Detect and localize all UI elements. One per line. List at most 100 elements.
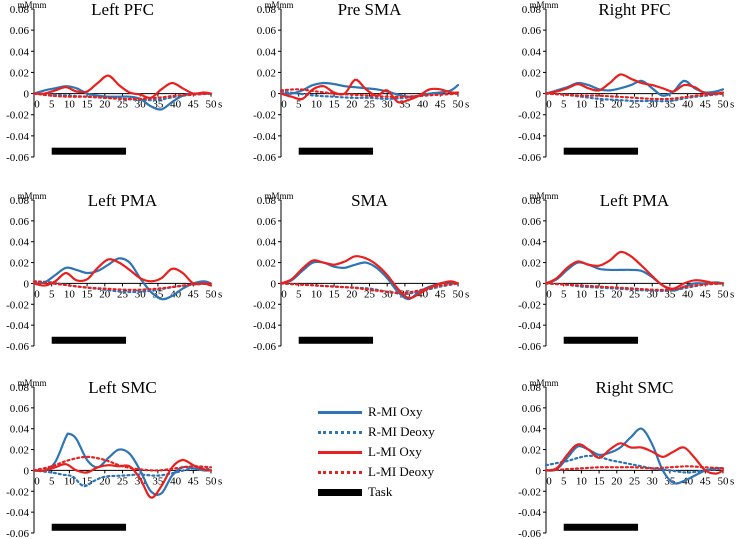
y-tick-label: 0 [271, 278, 277, 290]
x-tick-label: 10 [311, 288, 323, 300]
x-tick-label: 5 [49, 475, 55, 487]
x-tick-label: 35 [664, 99, 676, 111]
y-tick-label: -0.02 [518, 486, 541, 498]
legend-swatch [318, 410, 362, 414]
panel-left-pma: -0.06 -0.04 -0.02 0 0.02 0.04 0.06 0.08 5 10 15 20 2… [518, 191, 734, 353]
panel-title: Left PFC [91, 0, 154, 19]
x-tick-label: 45 [188, 288, 200, 300]
y-tick-label: 0.02 [257, 258, 276, 270]
x-tick-label: 40 [417, 99, 429, 111]
x-tick-label: 40 [682, 288, 694, 300]
l-mi-deoxy-line [544, 92, 725, 101]
legend-label: L-MI Oxy [368, 444, 422, 459]
x-tick-label: 0 [34, 475, 40, 487]
x-tick-label: 25 [364, 288, 376, 300]
y-tick-label: 0.08 [522, 4, 542, 16]
y-tick-label: 0.04 [257, 46, 277, 58]
x-tick-label: 20 [99, 99, 111, 111]
panel-title: Right SMC [596, 378, 674, 397]
x-tick-label: 10 [311, 99, 323, 111]
x-unit-label: s [465, 288, 469, 300]
y-tick-label: -0.06 [6, 528, 29, 539]
l-mi-deoxy-line [32, 92, 213, 101]
y-tick-label: 0.06 [522, 403, 542, 415]
y-tick-label: 0 [536, 89, 542, 101]
panel-sma: -0.06 -0.04 -0.02 0 0.02 0.04 0.06 0.08 5 10 15 20 2… [253, 191, 469, 353]
x-tick-label: 20 [346, 99, 358, 111]
x-tick-label: 45 [700, 99, 712, 111]
y-tick-label: 0.06 [10, 25, 30, 37]
x-tick-label: 15 [594, 99, 606, 111]
x-unit-label: s [730, 99, 734, 111]
y-tick-label: 0 [24, 465, 30, 477]
panel-title: Left SMC [88, 378, 156, 397]
legend: R-MI Oxy R-MI Deoxy L-MI Oxy L-MI Deoxy … [318, 402, 478, 502]
x-tick-label: 0 [281, 288, 287, 300]
y-unit-label: mMmm [17, 191, 46, 201]
y-tick-label: -0.02 [253, 110, 276, 122]
x-unit-label: s [730, 288, 734, 300]
x-tick-label: 30 [647, 99, 659, 111]
x-tick-label: 10 [64, 475, 76, 487]
x-tick-label: 20 [99, 475, 111, 487]
x-tick-label: 15 [594, 288, 606, 300]
x-tick-label: 5 [561, 288, 567, 300]
l-mi-oxy-line [32, 258, 213, 287]
y-tick-label: -0.06 [6, 152, 29, 164]
x-tick-label: 50 [453, 99, 465, 111]
x-tick-label: 50 [206, 475, 218, 487]
task-bar [51, 336, 127, 344]
x-tick-label: 25 [117, 475, 129, 487]
legend-item-r-mi-oxy: R-MI Oxy [318, 402, 478, 422]
x-tick-label: 20 [611, 288, 623, 300]
panel-title: Pre SMA [338, 0, 402, 19]
y-tick-label: 0.08 [522, 195, 542, 207]
x-unit-label: s [218, 288, 222, 300]
x-tick-label: 15 [82, 475, 94, 487]
panel-left-pfc: -0.06 -0.04 -0.02 0 0.02 0.04 0.06 0.08 5 10 15 20 2… [6, 0, 222, 164]
task-bar [51, 147, 127, 155]
y-tick-label: -0.02 [6, 299, 29, 311]
legend-label: R-MI Oxy [368, 404, 423, 419]
y-unit-label: mMmm [17, 378, 46, 388]
x-tick-label: 10 [576, 475, 588, 487]
y-tick-label: -0.02 [6, 486, 29, 498]
y-tick-label: 0.06 [522, 25, 542, 37]
x-tick-label: 35 [664, 288, 676, 300]
legend-label: Task [368, 484, 393, 499]
panel-right-pfc: -0.06 -0.04 -0.02 0 0.02 0.04 0.06 0.08 5 10 15 20 2… [518, 0, 734, 164]
task-bar [298, 147, 374, 155]
x-tick-label: 20 [611, 99, 623, 111]
y-tick-label: 0.02 [257, 67, 276, 79]
x-tick-label: 25 [364, 99, 376, 111]
y-tick-label: 0.06 [257, 216, 277, 228]
x-tick-label: 20 [99, 288, 111, 300]
y-tick-label: 0.08 [10, 195, 30, 207]
y-tick-label: -0.04 [518, 131, 541, 143]
x-tick-label: 50 [718, 99, 730, 111]
y-tick-label: 0.02 [522, 67, 541, 79]
y-tick-label: -0.04 [6, 507, 29, 519]
legend-label: L-MI Deoxy [368, 464, 435, 479]
y-tick-label: -0.06 [518, 152, 541, 164]
x-tick-label: 25 [629, 99, 641, 111]
y-tick-label: -0.02 [6, 110, 29, 122]
legend-swatch [318, 430, 362, 434]
legend-swatch [318, 450, 362, 454]
y-tick-label: 0.04 [10, 237, 30, 249]
y-unit-label: mMmm [17, 0, 46, 10]
task-bar [563, 147, 639, 155]
y-tick-label: -0.04 [518, 507, 541, 519]
r-mi-deoxy-line [544, 454, 725, 474]
y-tick-label: 0.08 [10, 382, 30, 394]
x-tick-label: 0 [34, 288, 40, 300]
y-tick-label: 0.02 [10, 67, 29, 79]
y-tick-label: -0.04 [253, 320, 276, 332]
x-tick-label: 40 [170, 99, 182, 111]
y-tick-label: 0 [24, 278, 30, 290]
l-mi-deoxy-line [279, 282, 460, 294]
l-mi-oxy-line [544, 250, 725, 290]
y-tick-label: 0.04 [10, 46, 30, 58]
legend-swatch [318, 488, 362, 496]
x-tick-label: 30 [135, 99, 147, 111]
